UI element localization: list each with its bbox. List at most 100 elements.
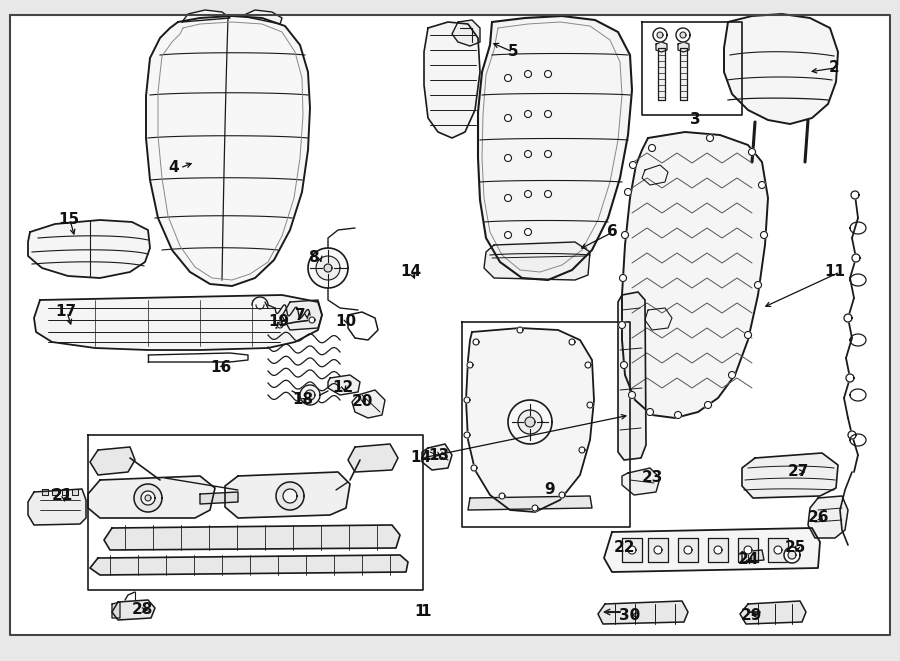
Polygon shape [10,15,890,635]
Polygon shape [622,132,768,418]
Polygon shape [844,314,852,322]
Polygon shape [242,10,282,24]
Polygon shape [648,538,668,562]
Text: 3: 3 [690,112,700,128]
Polygon shape [658,48,665,100]
Polygon shape [499,493,505,499]
Polygon shape [505,114,511,122]
Polygon shape [525,71,532,77]
Polygon shape [52,489,58,495]
Polygon shape [282,300,322,330]
Polygon shape [88,476,215,518]
Text: 22: 22 [614,541,635,555]
Polygon shape [484,242,590,280]
Polygon shape [740,601,806,624]
Polygon shape [324,264,332,272]
Polygon shape [738,538,758,562]
Polygon shape [145,495,151,501]
Text: 25: 25 [785,541,806,555]
Polygon shape [464,432,470,438]
Polygon shape [848,431,856,439]
Polygon shape [112,602,120,618]
Polygon shape [544,190,552,198]
Polygon shape [464,397,470,403]
Polygon shape [505,231,511,239]
Polygon shape [518,410,542,434]
Polygon shape [759,182,766,188]
Polygon shape [182,10,230,22]
Polygon shape [525,417,535,427]
Polygon shape [466,328,594,512]
Text: 1: 1 [415,605,425,619]
Polygon shape [706,134,714,141]
Polygon shape [744,546,752,554]
Text: 27: 27 [788,465,809,479]
Text: 4: 4 [168,161,178,176]
Text: 12: 12 [332,381,353,395]
Polygon shape [784,547,800,563]
Polygon shape [680,48,687,100]
Text: 9: 9 [544,483,554,498]
Text: 11: 11 [824,264,845,280]
Polygon shape [276,482,304,510]
Text: 2: 2 [829,61,840,75]
Text: 26: 26 [808,510,830,525]
Text: 1: 1 [420,605,430,619]
Polygon shape [628,546,636,554]
Polygon shape [517,327,523,333]
Polygon shape [42,489,48,495]
Polygon shape [657,32,663,38]
Polygon shape [604,528,820,572]
Polygon shape [676,28,690,42]
Text: 23: 23 [642,471,663,485]
Polygon shape [525,110,532,118]
Polygon shape [90,447,135,475]
Polygon shape [742,453,838,498]
Polygon shape [749,149,755,155]
Polygon shape [424,22,480,138]
Polygon shape [544,71,552,77]
Text: 7: 7 [295,307,306,323]
Polygon shape [579,447,585,453]
Polygon shape [462,322,630,527]
Polygon shape [649,145,655,151]
Polygon shape [768,538,788,562]
Polygon shape [788,551,796,559]
Polygon shape [104,525,400,550]
Polygon shape [674,412,681,418]
Text: 29: 29 [741,607,762,623]
Polygon shape [316,256,340,280]
Polygon shape [88,435,423,590]
Polygon shape [625,188,632,196]
Polygon shape [569,339,575,345]
Polygon shape [654,546,662,554]
Polygon shape [846,374,854,382]
Text: 16: 16 [210,360,231,375]
Polygon shape [525,151,532,157]
Polygon shape [348,444,398,472]
Polygon shape [505,75,511,81]
Polygon shape [112,600,155,620]
Text: 5: 5 [508,44,518,59]
Text: 18: 18 [292,393,313,407]
Text: 6: 6 [608,225,618,239]
Polygon shape [34,295,322,350]
Polygon shape [852,254,860,262]
Polygon shape [72,489,78,495]
Polygon shape [559,492,565,498]
Polygon shape [532,505,538,511]
Polygon shape [308,248,348,288]
Polygon shape [646,408,653,416]
Text: 28: 28 [132,602,153,617]
Polygon shape [471,465,477,471]
Polygon shape [705,401,712,408]
Polygon shape [352,390,385,418]
Polygon shape [305,390,315,400]
Polygon shape [134,484,162,512]
Polygon shape [452,20,480,46]
Polygon shape [525,190,532,198]
Polygon shape [742,550,764,562]
Polygon shape [678,42,689,52]
Polygon shape [585,362,591,368]
Polygon shape [300,385,320,405]
